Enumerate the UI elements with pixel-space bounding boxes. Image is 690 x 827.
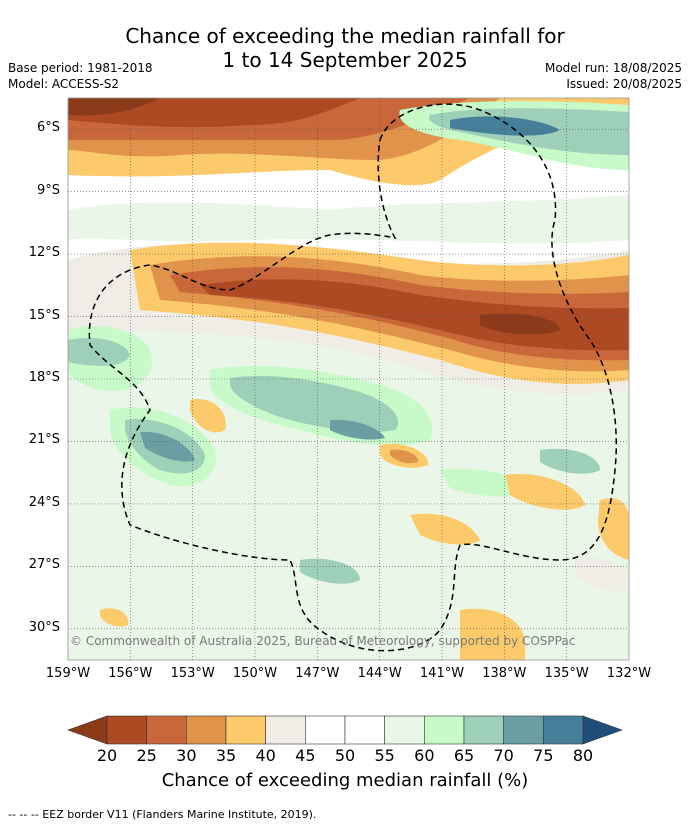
- x-tick-label: 138°W: [482, 666, 527, 681]
- colorbar-extend-low: [67, 715, 108, 745]
- colorbar-tick-label: 70: [493, 746, 514, 765]
- model-run: Model run: 18/08/2025: [544, 61, 682, 75]
- y-tick-label: 24°S: [28, 494, 60, 510]
- y-tick-label: 12°S: [28, 245, 60, 261]
- colorbar-segment: [424, 715, 465, 745]
- y-tick-label: 30°S: [28, 619, 60, 635]
- chart-title-line1: Chance of exceeding the median rainfall …: [125, 24, 565, 48]
- y-tick-label: 6°S: [36, 120, 60, 136]
- y-tick-label: 15°S: [28, 307, 60, 323]
- gridlines: [68, 98, 629, 660]
- colorbar-segment: [503, 715, 544, 745]
- colorbar-segment: [146, 715, 187, 745]
- colorbar-segment: [106, 715, 147, 745]
- x-tick-label: 135°W: [544, 666, 589, 681]
- colorbar-tick-label: 75: [533, 746, 554, 765]
- colorbar: [67, 715, 623, 745]
- chart-title-line2: 1 to 14 September 2025: [222, 48, 468, 72]
- model-name: Model: ACCESS-S2: [8, 77, 120, 91]
- colorbar-tick-label: 40: [255, 746, 276, 765]
- colorbar-segment: [344, 715, 385, 745]
- colorbar-tick-label: 30: [176, 746, 197, 765]
- footer-note: -- -- -- EEZ border V11 (Flanders Marine…: [8, 808, 317, 821]
- y-tick-label: 27°S: [28, 557, 60, 573]
- colorbar-tick-label: 35: [215, 746, 237, 765]
- colorbar-segment: [463, 715, 504, 745]
- colorbar-segment: [543, 715, 584, 745]
- eez-border: [88, 103, 618, 652]
- x-tick-label: 144°W: [357, 666, 402, 681]
- colorbar-tick-label: 65: [453, 746, 475, 765]
- colorbar-extend-high: [582, 715, 623, 745]
- colorbar-tick-label: 80: [572, 746, 594, 765]
- central-dry-band: [68, 242, 629, 394]
- central-wet-patch: [210, 365, 600, 584]
- colorbar-tick-label: 20: [96, 746, 118, 765]
- dry-patches: [100, 399, 629, 660]
- colorbar-segment: [225, 715, 266, 745]
- northeast-wet-patch: [399, 101, 629, 170]
- meta-left: Base period: 1981-2018 Model: ACCESS-S2: [8, 60, 153, 92]
- x-tick-label: 141°W: [419, 666, 465, 681]
- colorbar-tick-label: 45: [295, 746, 316, 765]
- meta-right: Model run: 18/08/2025 Issued: 20/08/2025: [545, 60, 682, 92]
- base-period: Base period: 1981-2018: [8, 61, 153, 75]
- copyright-notice: © Commonwealth of Australia 2025, Bureau…: [70, 634, 576, 648]
- colorbar-tick-label: 25: [136, 746, 157, 765]
- x-tick-label: 153°W: [170, 666, 215, 681]
- colorbar-tick-label: 60: [414, 746, 435, 765]
- colorbar-tick-label: 50: [334, 746, 356, 765]
- x-tick-label: 159°W: [45, 666, 91, 681]
- colorbar-segment: [186, 715, 227, 745]
- issued-date: Issued: 20/08/2025: [566, 77, 682, 91]
- colorbar-segment: [384, 715, 425, 745]
- x-tick-label: 150°W: [232, 666, 278, 681]
- colorbar-title: Chance of exceeding median rainfall (%): [161, 770, 529, 791]
- x-tick-label: 156°W: [108, 666, 153, 681]
- x-tick-label: 132°W: [606, 666, 652, 681]
- x-tick-label: 147°W: [295, 666, 340, 681]
- plot-frame: [67, 97, 630, 661]
- y-tick-label: 21°S: [28, 432, 60, 448]
- map-fill-layer: [68, 98, 629, 660]
- colorbar-segment: [265, 715, 306, 745]
- colorbar-tick-label: 55: [374, 746, 395, 765]
- y-tick-label: 18°S: [28, 370, 60, 385]
- colorbar-segment: [305, 715, 346, 745]
- y-tick-label: 9°S: [36, 182, 60, 198]
